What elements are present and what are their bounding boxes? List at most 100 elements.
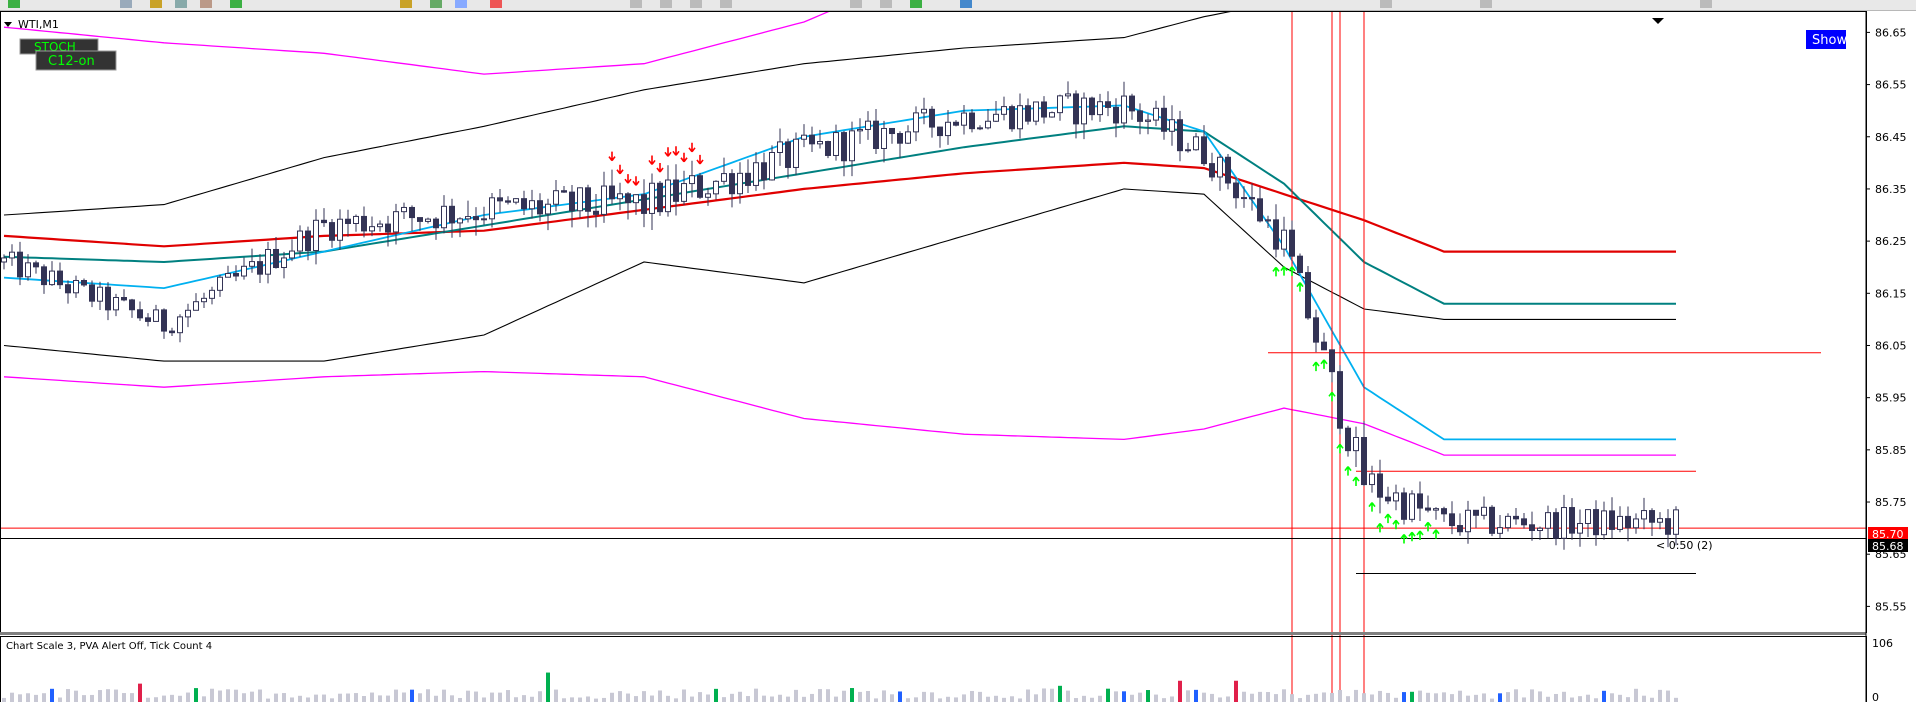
toolbar-options-icon[interactable] <box>1700 0 1712 8</box>
volume-bar <box>362 696 366 702</box>
line-chart-icon[interactable] <box>690 0 702 8</box>
price-axis: 86.65 86.55 86.45 86.35 86.25 86.15 86.05 85.95… <box>1865 11 1907 702</box>
volume-bar <box>1490 698 1494 702</box>
volume-bar <box>130 693 134 702</box>
candle-body <box>561 190 567 193</box>
candle-body <box>1433 508 1439 511</box>
candle-body <box>1057 95 1063 114</box>
candle-body <box>201 297 207 303</box>
volume-min-label: 0 <box>1872 691 1879 702</box>
add-indicator-icon[interactable] <box>230 0 242 8</box>
volume-bar <box>106 689 110 702</box>
title-dropdown-icon[interactable] <box>4 22 12 27</box>
volume-bar <box>298 695 302 702</box>
candle-body <box>1409 493 1415 520</box>
candle-body <box>217 276 223 291</box>
volume-bar <box>1450 694 1454 702</box>
volume-bar <box>1330 692 1334 702</box>
candle-body <box>1489 506 1495 534</box>
bear-arrow-icon <box>624 174 632 184</box>
period-icon[interactable] <box>455 0 467 8</box>
volume-bar <box>42 693 46 702</box>
autoscroll-icon[interactable] <box>880 0 892 8</box>
window-title: WTI,M1 <box>4 18 59 31</box>
bear-arrow-icon <box>648 155 656 165</box>
template-icon[interactable] <box>430 0 442 8</box>
candle-body <box>705 193 711 198</box>
candle-body <box>1161 107 1167 132</box>
show-button[interactable]: Show <box>1806 30 1847 49</box>
volume-bar <box>594 698 598 702</box>
bull-arrow-icon <box>1432 529 1440 539</box>
signal-arrows <box>608 142 1440 544</box>
volume-bar <box>226 689 230 702</box>
volume-bar <box>1090 697 1094 702</box>
candle-body <box>929 108 935 128</box>
volume-bar <box>802 696 806 702</box>
volume-bar <box>1658 689 1662 702</box>
volume-bar <box>642 691 646 702</box>
auto-trading-icon[interactable] <box>490 0 502 8</box>
candle-body <box>993 113 999 122</box>
candle-body <box>1505 515 1511 529</box>
candle-body <box>1305 272 1311 319</box>
zoom-icon[interactable] <box>120 0 132 8</box>
toolbar <box>0 0 1916 11</box>
bull-arrow-icon <box>1336 443 1344 454</box>
volume-bar <box>442 689 446 702</box>
search-icon[interactable] <box>200 0 212 8</box>
candle-body <box>1289 229 1295 257</box>
price-chart[interactable]: 86.65 86.55 86.45 86.35 86.25 86.15 86.05 85.95… <box>0 11 1916 702</box>
candle-body <box>1625 515 1631 529</box>
show-button-bg[interactable] <box>1806 30 1846 49</box>
candle-body <box>489 197 495 220</box>
c12-button[interactable]: C12-on <box>35 50 117 71</box>
zoom-in-icon[interactable] <box>720 0 732 8</box>
volume-bar <box>242 693 246 702</box>
ask-price-tag: 85.68 <box>1868 539 1908 553</box>
volume-bar <box>634 696 638 702</box>
candle-body <box>129 299 135 311</box>
candle-body <box>1105 101 1111 108</box>
candle-body <box>849 130 855 162</box>
volume-bar <box>1026 689 1030 702</box>
candle-body <box>1185 149 1191 152</box>
candlestick-icon[interactable] <box>660 0 672 8</box>
volume-bar <box>1146 690 1150 702</box>
objects-icon[interactable] <box>400 0 412 8</box>
volume-bar <box>58 697 62 702</box>
candle-body <box>809 134 815 145</box>
candle-body <box>961 112 967 126</box>
volume-bar <box>1082 695 1086 702</box>
bar-chart-icon[interactable] <box>630 0 642 8</box>
c12-button-bg[interactable] <box>35 50 117 71</box>
outer-band-upper <box>3 11 832 75</box>
volume-bar <box>858 691 862 702</box>
candle-body <box>25 262 31 278</box>
volume-bar <box>890 694 894 702</box>
candle-body <box>737 172 743 195</box>
candle-body <box>505 200 511 203</box>
timer-icon[interactable] <box>960 0 972 8</box>
candle-body <box>369 226 375 232</box>
volume-bar <box>514 697 518 702</box>
candle-body <box>457 218 463 224</box>
candle-body <box>793 138 799 168</box>
candle-body <box>1465 509 1471 533</box>
candle-body <box>841 132 847 162</box>
indicators-icon[interactable] <box>910 0 922 8</box>
crosshair-icon[interactable] <box>1380 0 1392 8</box>
volume-bar <box>402 692 406 702</box>
candle-body <box>1553 512 1559 539</box>
volume-bar <box>186 692 190 702</box>
grid-icon[interactable] <box>850 0 862 8</box>
volume-bar <box>874 698 878 702</box>
volume-bar <box>1010 696 1014 702</box>
volume-bar <box>370 692 374 702</box>
folder-icon[interactable] <box>150 0 162 8</box>
navigator-icon[interactable] <box>175 0 187 8</box>
new-chart-icon[interactable] <box>8 0 20 8</box>
text-tool-icon[interactable] <box>1480 0 1492 8</box>
volume-panel-info: Chart Scale 3, PVA Alert Off, Tick Count… <box>6 641 212 652</box>
bull-arrow-icon <box>1400 533 1408 544</box>
